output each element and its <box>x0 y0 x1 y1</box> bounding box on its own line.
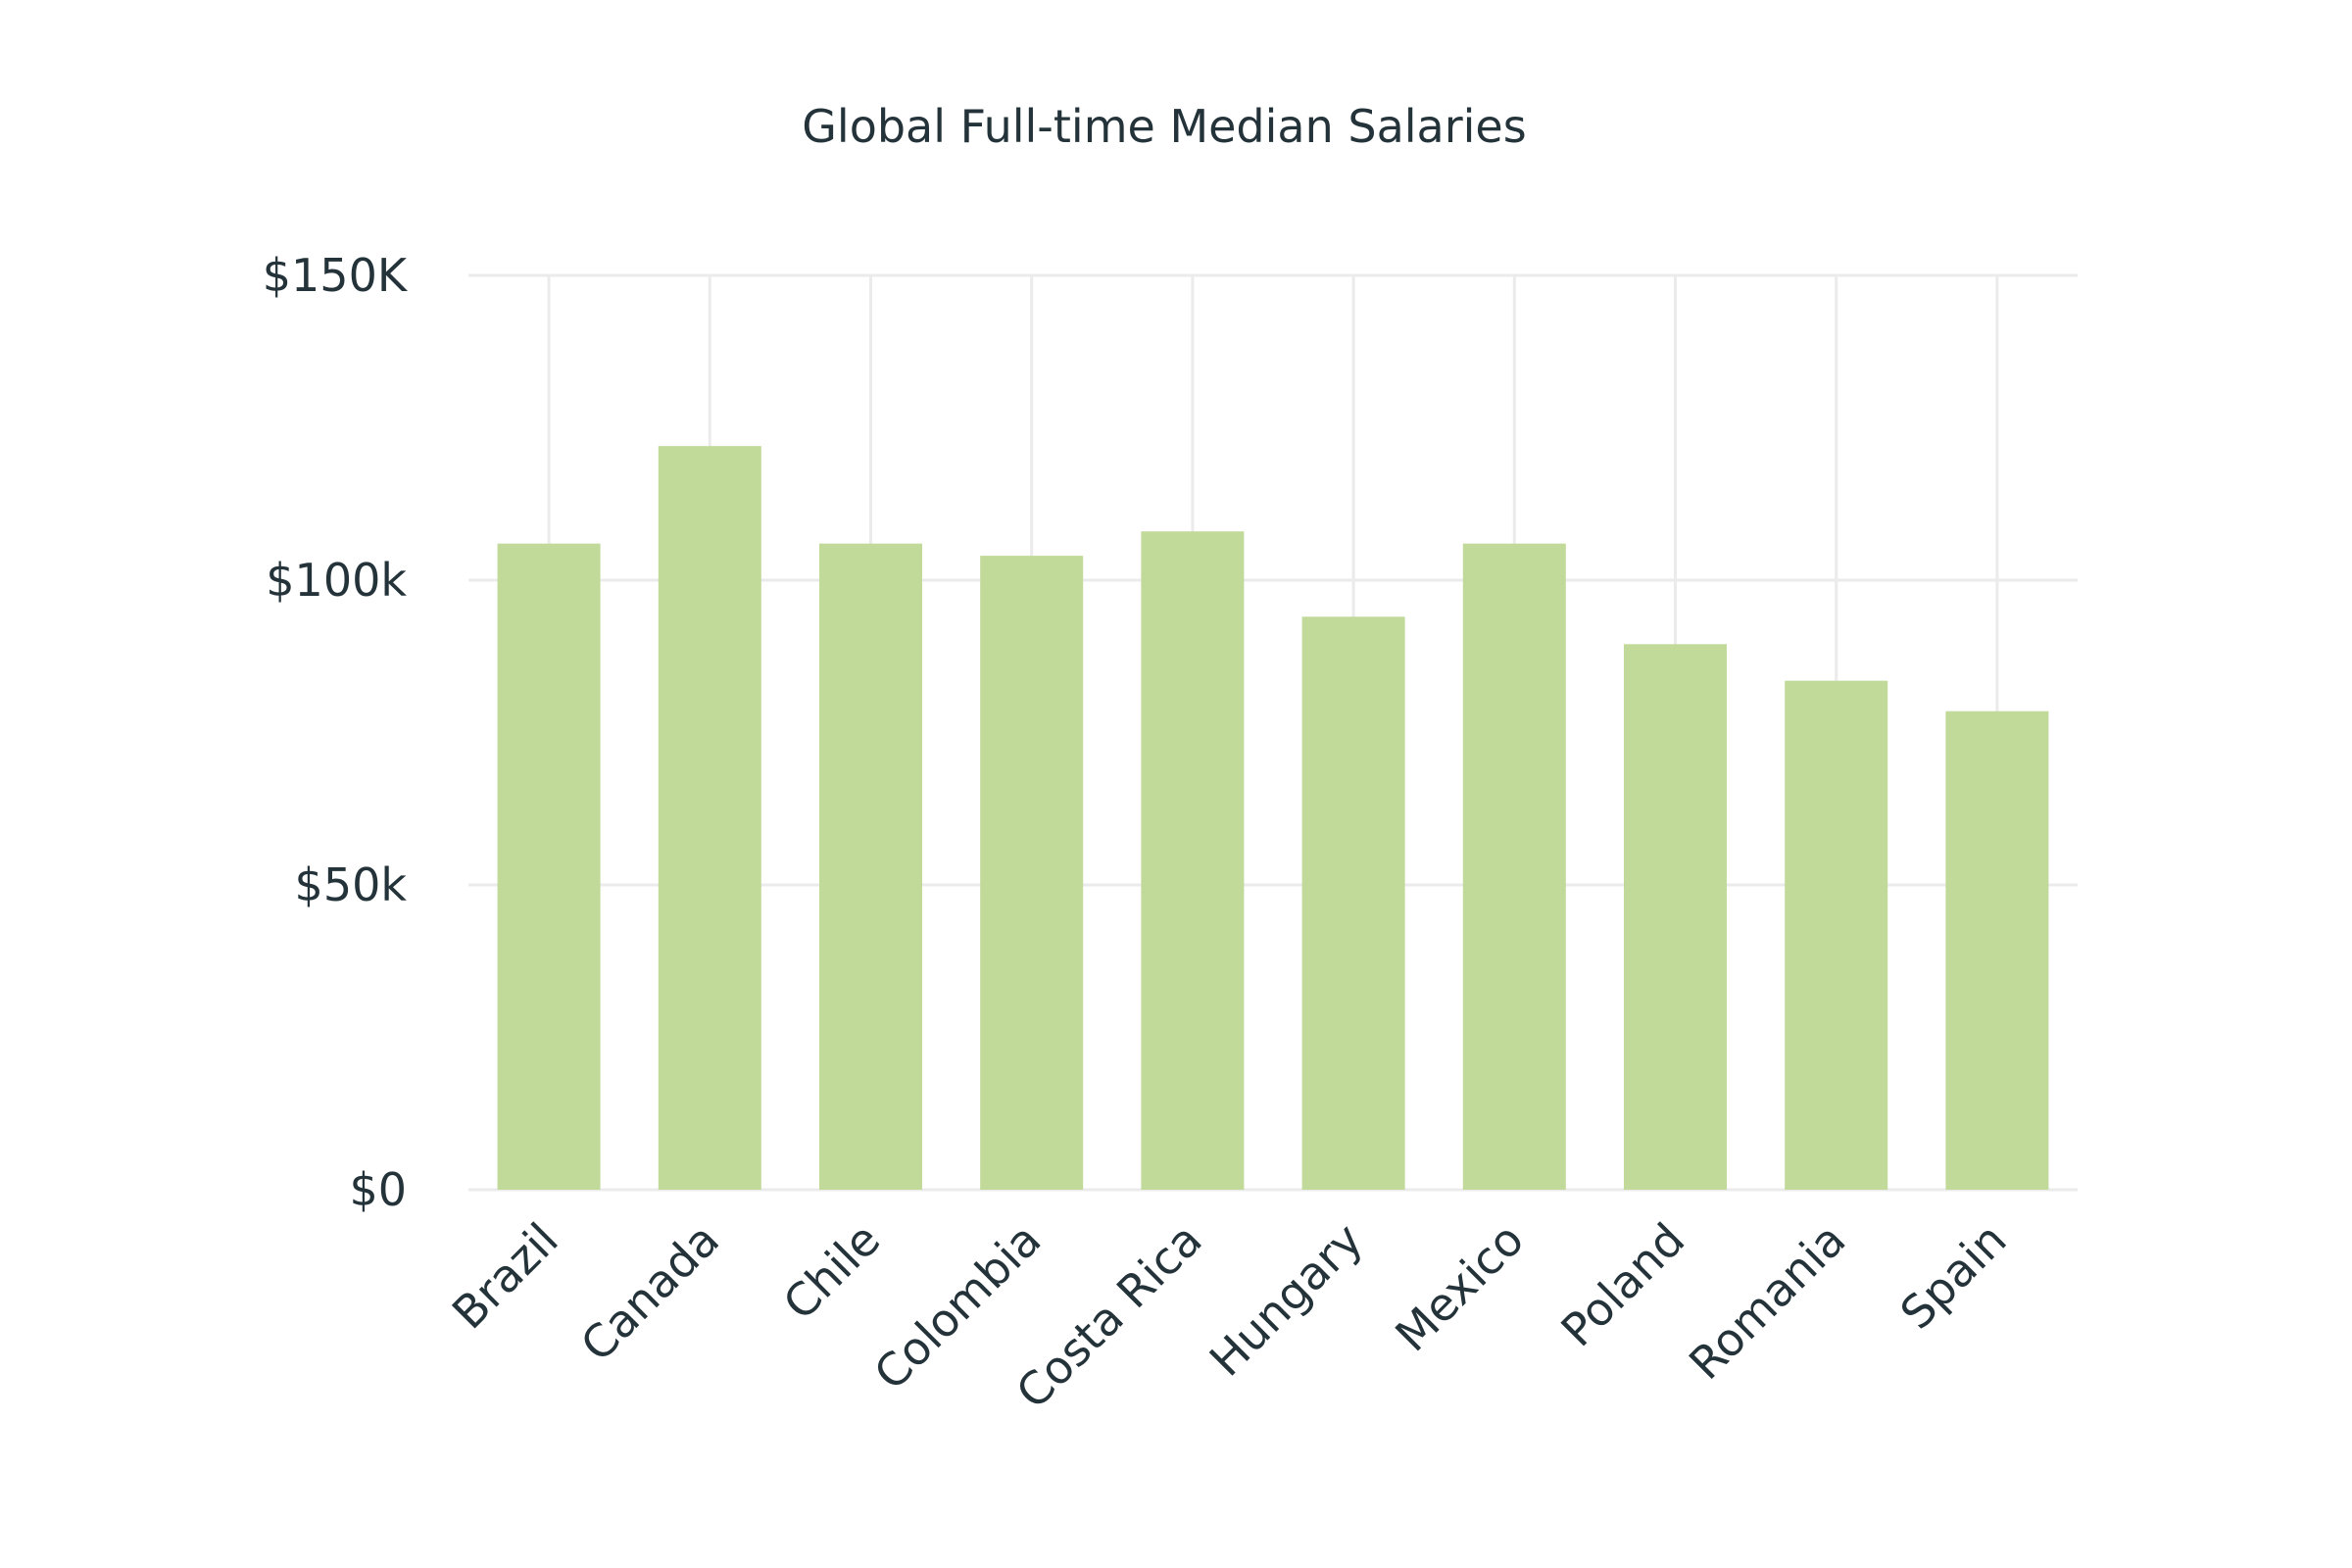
bar-mexico <box>1462 543 1566 1190</box>
y-tick-label: $0 <box>349 1163 407 1216</box>
bar-canada <box>658 446 761 1190</box>
bar-costa-rica <box>1141 531 1245 1190</box>
x-tick-label: Hungary <box>1200 1213 1373 1387</box>
x-tick-label: Romania <box>1679 1213 1855 1390</box>
y-tick-label: $50k <box>295 858 408 911</box>
x-tick-label: Canada <box>570 1213 729 1372</box>
x-tick-label: Mexico <box>1385 1213 1534 1362</box>
bar-hungary <box>1301 616 1405 1190</box>
y-tick-label: $100k <box>266 554 407 607</box>
y-axis-tick-labels: $0 $50k $100k $150K <box>263 249 409 1216</box>
x-tick-label: Poland <box>1550 1213 1694 1357</box>
bar-colombia <box>980 556 1084 1190</box>
x-tick-label: Brazil <box>442 1213 568 1340</box>
chart-title: Global Full-time Median Salaries <box>802 100 1526 153</box>
x-tick-label: Spain <box>1890 1213 2017 1340</box>
bar-brazil <box>497 543 601 1190</box>
vertical-gridlines <box>547 275 1999 1190</box>
bar-poland <box>1624 644 1727 1190</box>
bar-spain <box>1945 710 2049 1190</box>
bar-romania <box>1785 680 1888 1190</box>
y-tick-label: $150K <box>263 249 409 302</box>
bar-series <box>497 446 2049 1190</box>
x-tick-label: Chile <box>773 1213 891 1331</box>
bar-chile <box>819 543 922 1190</box>
